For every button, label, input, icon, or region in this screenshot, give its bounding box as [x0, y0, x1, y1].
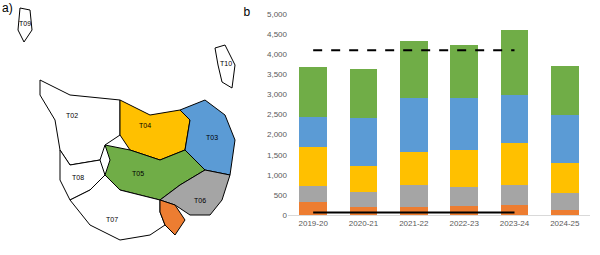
svg-text:2019-20: 2019-20	[298, 219, 328, 228]
svg-text:4,500: 4,500	[267, 30, 288, 39]
svg-text:2023-24: 2023-24	[500, 219, 530, 228]
svg-text:T02: T02	[66, 112, 78, 119]
svg-text:2021-22: 2021-22	[399, 219, 429, 228]
svg-text:T06: T06	[194, 197, 206, 204]
svg-text:T08: T08	[72, 174, 84, 181]
svg-text:0: 0	[283, 211, 288, 220]
svg-text:T07: T07	[106, 216, 118, 223]
svg-text:T04: T04	[139, 122, 151, 129]
svg-text:2,000: 2,000	[267, 130, 288, 139]
svg-text:2020-21: 2020-21	[349, 219, 379, 228]
svg-text:a): a)	[2, 1, 13, 15]
svg-text:T05: T05	[132, 170, 144, 177]
svg-text:4,000: 4,000	[267, 50, 288, 59]
svg-text:2024-25: 2024-25	[550, 219, 580, 228]
svg-text:500: 500	[274, 191, 288, 200]
svg-text:b: b	[244, 5, 251, 19]
svg-text:1,500: 1,500	[267, 151, 288, 160]
svg-text:2,500: 2,500	[267, 110, 288, 119]
svg-text:2022-23: 2022-23	[449, 219, 479, 228]
svg-text:3,000: 3,000	[267, 90, 288, 99]
svg-text:1,000: 1,000	[267, 171, 288, 180]
svg-text:T03: T03	[206, 134, 218, 141]
svg-text:3,500: 3,500	[267, 70, 288, 79]
svg-text:T09: T09	[19, 20, 31, 27]
svg-text:T10: T10	[220, 60, 232, 67]
svg-text:5,000: 5,000	[267, 10, 288, 19]
